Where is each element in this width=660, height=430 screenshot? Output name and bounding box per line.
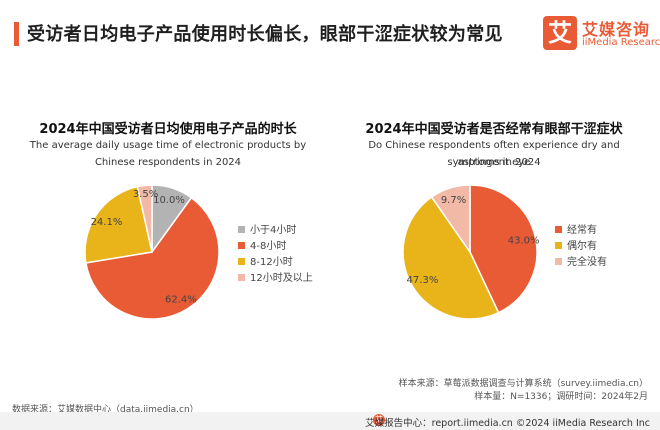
slice-label-1-2: 62.4% bbox=[165, 294, 197, 305]
logo-name-cn: 艾媒咨询 bbox=[582, 20, 651, 39]
pie-slice-1-3 bbox=[84, 185, 153, 264]
legend-swatch-2-2 bbox=[555, 242, 562, 249]
slice-label-1-3: 24.1% bbox=[91, 217, 123, 228]
pie-slice-2-1 bbox=[469, 184, 538, 314]
logo-name-en: iiMedia Research bbox=[582, 37, 660, 48]
legend-label-1-1: 小于4小时 bbox=[250, 224, 296, 236]
logo-box bbox=[543, 16, 577, 50]
chart1-subtitle-line2: Chinese respondents in 2024 bbox=[94, 157, 242, 168]
legend-swatch-1-4 bbox=[238, 274, 245, 281]
legend-label-2-3: 完全没有 bbox=[567, 255, 607, 268]
legend-swatch-1-1 bbox=[238, 226, 245, 233]
slice-label-2-3: 9.7% bbox=[441, 195, 466, 206]
sample-source: 样本来源：草莓派数据调查与计算系统（survey.iimedia.cn） bbox=[398, 379, 648, 389]
slice-label-2-2: 47.3% bbox=[407, 275, 439, 286]
header: 受访者日均电子产品使用时长偏长，眼部干涩症状较为常见 艾 艾媒咨询 iiMedi… bbox=[0, 0, 660, 70]
legend-label-2-2: 偶尔有 bbox=[567, 239, 597, 252]
page-title: 受访者日均电子产品使用时长偏长，眼部干涩症状较为常见 bbox=[27, 24, 503, 45]
slice-label-1-1: 10.0% bbox=[153, 195, 185, 206]
legend-label-2-1: 经常有 bbox=[567, 223, 597, 236]
slice-label-2-1: 43.0% bbox=[508, 236, 540, 247]
legend-swatch-1-2 bbox=[238, 242, 245, 249]
brand-mini-icon: 艾 bbox=[373, 414, 385, 426]
bottom-strip bbox=[0, 412, 660, 430]
chart1-title: 2024年中国受访者日均使用电子产品的时长 bbox=[39, 122, 297, 137]
pie-slice-2-3 bbox=[430, 184, 471, 255]
title-accent-bar bbox=[14, 22, 19, 46]
legend-swatch-2-1 bbox=[555, 226, 562, 233]
report-center-link[interactable]: 艾媒报告中心：report.iimedia.cn ©2024 iiMedia R… bbox=[365, 418, 650, 429]
data-source: 数据来源：艾媒数据中心（data.iimedia.cn） bbox=[12, 405, 199, 415]
legend-label-1-4: 12小时及以上 bbox=[250, 272, 313, 284]
chart2-subtitle-line2: symptoms in 2024 bbox=[447, 157, 541, 168]
chart2-title: 2024年中国受访者是否经常有眼部干涩症状 bbox=[365, 122, 623, 137]
pie-slice-1-2 bbox=[85, 196, 220, 320]
chart1-subtitle-line1: The average daily usage time of electron… bbox=[29, 140, 307, 151]
brand-logo: 艾 艾媒咨询 iiMedia Research bbox=[543, 14, 660, 56]
pie-slice-1-4 bbox=[136, 184, 153, 253]
pie-chart-usage-time: 10.0% 62.4% 24.1% 3.5% 小于4小时 4-8小时 8-12小时 12小时及… bbox=[84, 184, 313, 320]
chart2-subtitle-line1: Do Chinese respondents often experience … bbox=[368, 140, 620, 168]
legend-swatch-2-3 bbox=[555, 258, 562, 265]
legend-label-1-3: 8-12小时 bbox=[250, 256, 293, 268]
sample-size: 样本量：N=1336；调研时间：2024年2月 bbox=[474, 392, 648, 402]
legend-swatch-1-3 bbox=[238, 258, 245, 265]
legend-label-1-2: 4-8小时 bbox=[250, 240, 286, 252]
pie-slice-2-2 bbox=[402, 196, 500, 320]
slice-label-1-4: 3.5% bbox=[133, 189, 158, 200]
logo-mark: 艾 bbox=[548, 19, 572, 47]
